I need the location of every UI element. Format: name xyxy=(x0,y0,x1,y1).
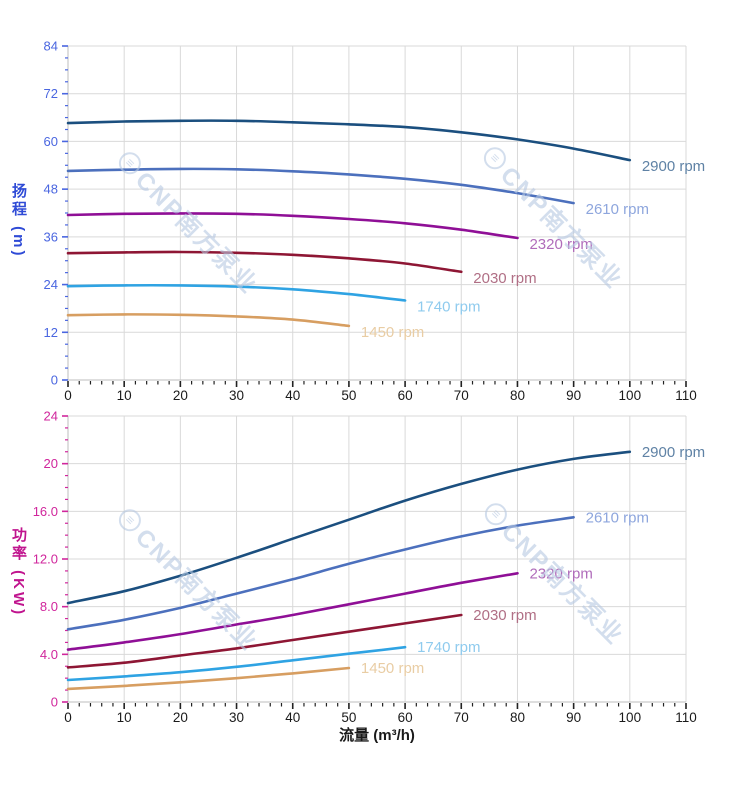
x-tick-label: 40 xyxy=(285,388,300,403)
y-tick-label: 24 xyxy=(44,409,58,424)
x-tick-label: 50 xyxy=(341,710,356,725)
head-axis-title: 扬程 (m) xyxy=(10,183,27,259)
curve-label-1450-rpm: 1450 rpm xyxy=(361,324,424,341)
curve-label-2610-rpm: 2610 rpm xyxy=(586,201,649,218)
curve-label-2030-rpm: 2030 rpm xyxy=(473,270,536,287)
y-tick-label: 12.0 xyxy=(33,552,58,567)
x-tick-label: 10 xyxy=(117,710,132,725)
y-tick-label: 4.0 xyxy=(40,647,58,662)
y-tick-label: 16.0 xyxy=(33,504,58,519)
x-tick-label: 50 xyxy=(341,388,356,403)
x-tick-label: 110 xyxy=(675,710,697,725)
curve-label-2610-rpm: 2610 rpm xyxy=(586,509,649,526)
y-tick-label: 20 xyxy=(44,456,58,471)
x-tick-label: 100 xyxy=(619,710,642,725)
y-tick-label: 84 xyxy=(44,39,58,54)
x-tick-label: 110 xyxy=(675,388,697,403)
curve-1450-rpm xyxy=(66,666,351,691)
x-tick-label: 70 xyxy=(454,388,469,403)
x-tick-label: 0 xyxy=(64,388,72,403)
y-tick-label: 72 xyxy=(44,86,58,101)
curve-1740-rpm xyxy=(66,645,407,682)
curve-2900-rpm xyxy=(66,119,632,162)
flow-axis-title: 流量 (m³/h) xyxy=(339,727,415,744)
x-tick-label: 30 xyxy=(229,710,244,725)
curve-2320-rpm xyxy=(66,212,519,240)
curve-2320-rpm xyxy=(66,572,519,651)
curve-label-2900-rpm: 2900 rpm xyxy=(642,158,705,175)
x-tick-label: 0 xyxy=(64,710,72,725)
x-tick-label: 30 xyxy=(229,388,244,403)
x-tick-label: 60 xyxy=(398,388,413,403)
curve-2610-rpm xyxy=(66,516,575,631)
y-tick-label: 0 xyxy=(51,373,58,388)
curve-label-2320-rpm: 2320 rpm xyxy=(529,236,592,253)
x-tick-label: 20 xyxy=(173,388,188,403)
x-tick-label: 70 xyxy=(454,710,469,725)
power-axis-title: 功率 (KW) xyxy=(10,527,27,618)
curve-label-1740-rpm: 1740 rpm xyxy=(417,639,480,656)
curve-label-2030-rpm: 2030 rpm xyxy=(473,607,536,624)
curve-1450-rpm xyxy=(66,313,351,328)
y-tick-label: 0 xyxy=(51,695,58,710)
x-tick-label: 90 xyxy=(566,710,581,725)
curve-label-2320-rpm: 2320 rpm xyxy=(529,565,592,582)
x-tick-label: 100 xyxy=(619,388,642,403)
y-tick-label: 60 xyxy=(44,134,58,149)
curve-label-1450-rpm: 1450 rpm xyxy=(361,660,424,677)
x-tick-label: 20 xyxy=(173,710,188,725)
x-tick-label: 80 xyxy=(510,388,525,403)
y-tick-label: 8.0 xyxy=(40,599,58,614)
y-tick-label: 36 xyxy=(44,229,58,244)
x-tick-label: 10 xyxy=(117,388,132,403)
x-tick-label: 40 xyxy=(285,710,300,725)
curve-label-2900-rpm: 2900 rpm xyxy=(642,444,705,461)
curve-label-1740-rpm: 1740 rpm xyxy=(417,298,480,315)
curve-2610-rpm xyxy=(66,167,575,205)
x-tick-label: 60 xyxy=(398,710,413,725)
x-tick-label: 90 xyxy=(566,388,581,403)
y-tick-label: 24 xyxy=(44,277,58,292)
curve-1740-rpm xyxy=(66,283,407,302)
x-tick-label: 80 xyxy=(510,710,525,725)
curve-2900-rpm xyxy=(66,450,632,605)
y-tick-label: 48 xyxy=(44,182,58,197)
curve-2030-rpm xyxy=(66,613,463,669)
curve-2030-rpm xyxy=(66,250,463,274)
y-tick-label: 12 xyxy=(44,325,58,340)
